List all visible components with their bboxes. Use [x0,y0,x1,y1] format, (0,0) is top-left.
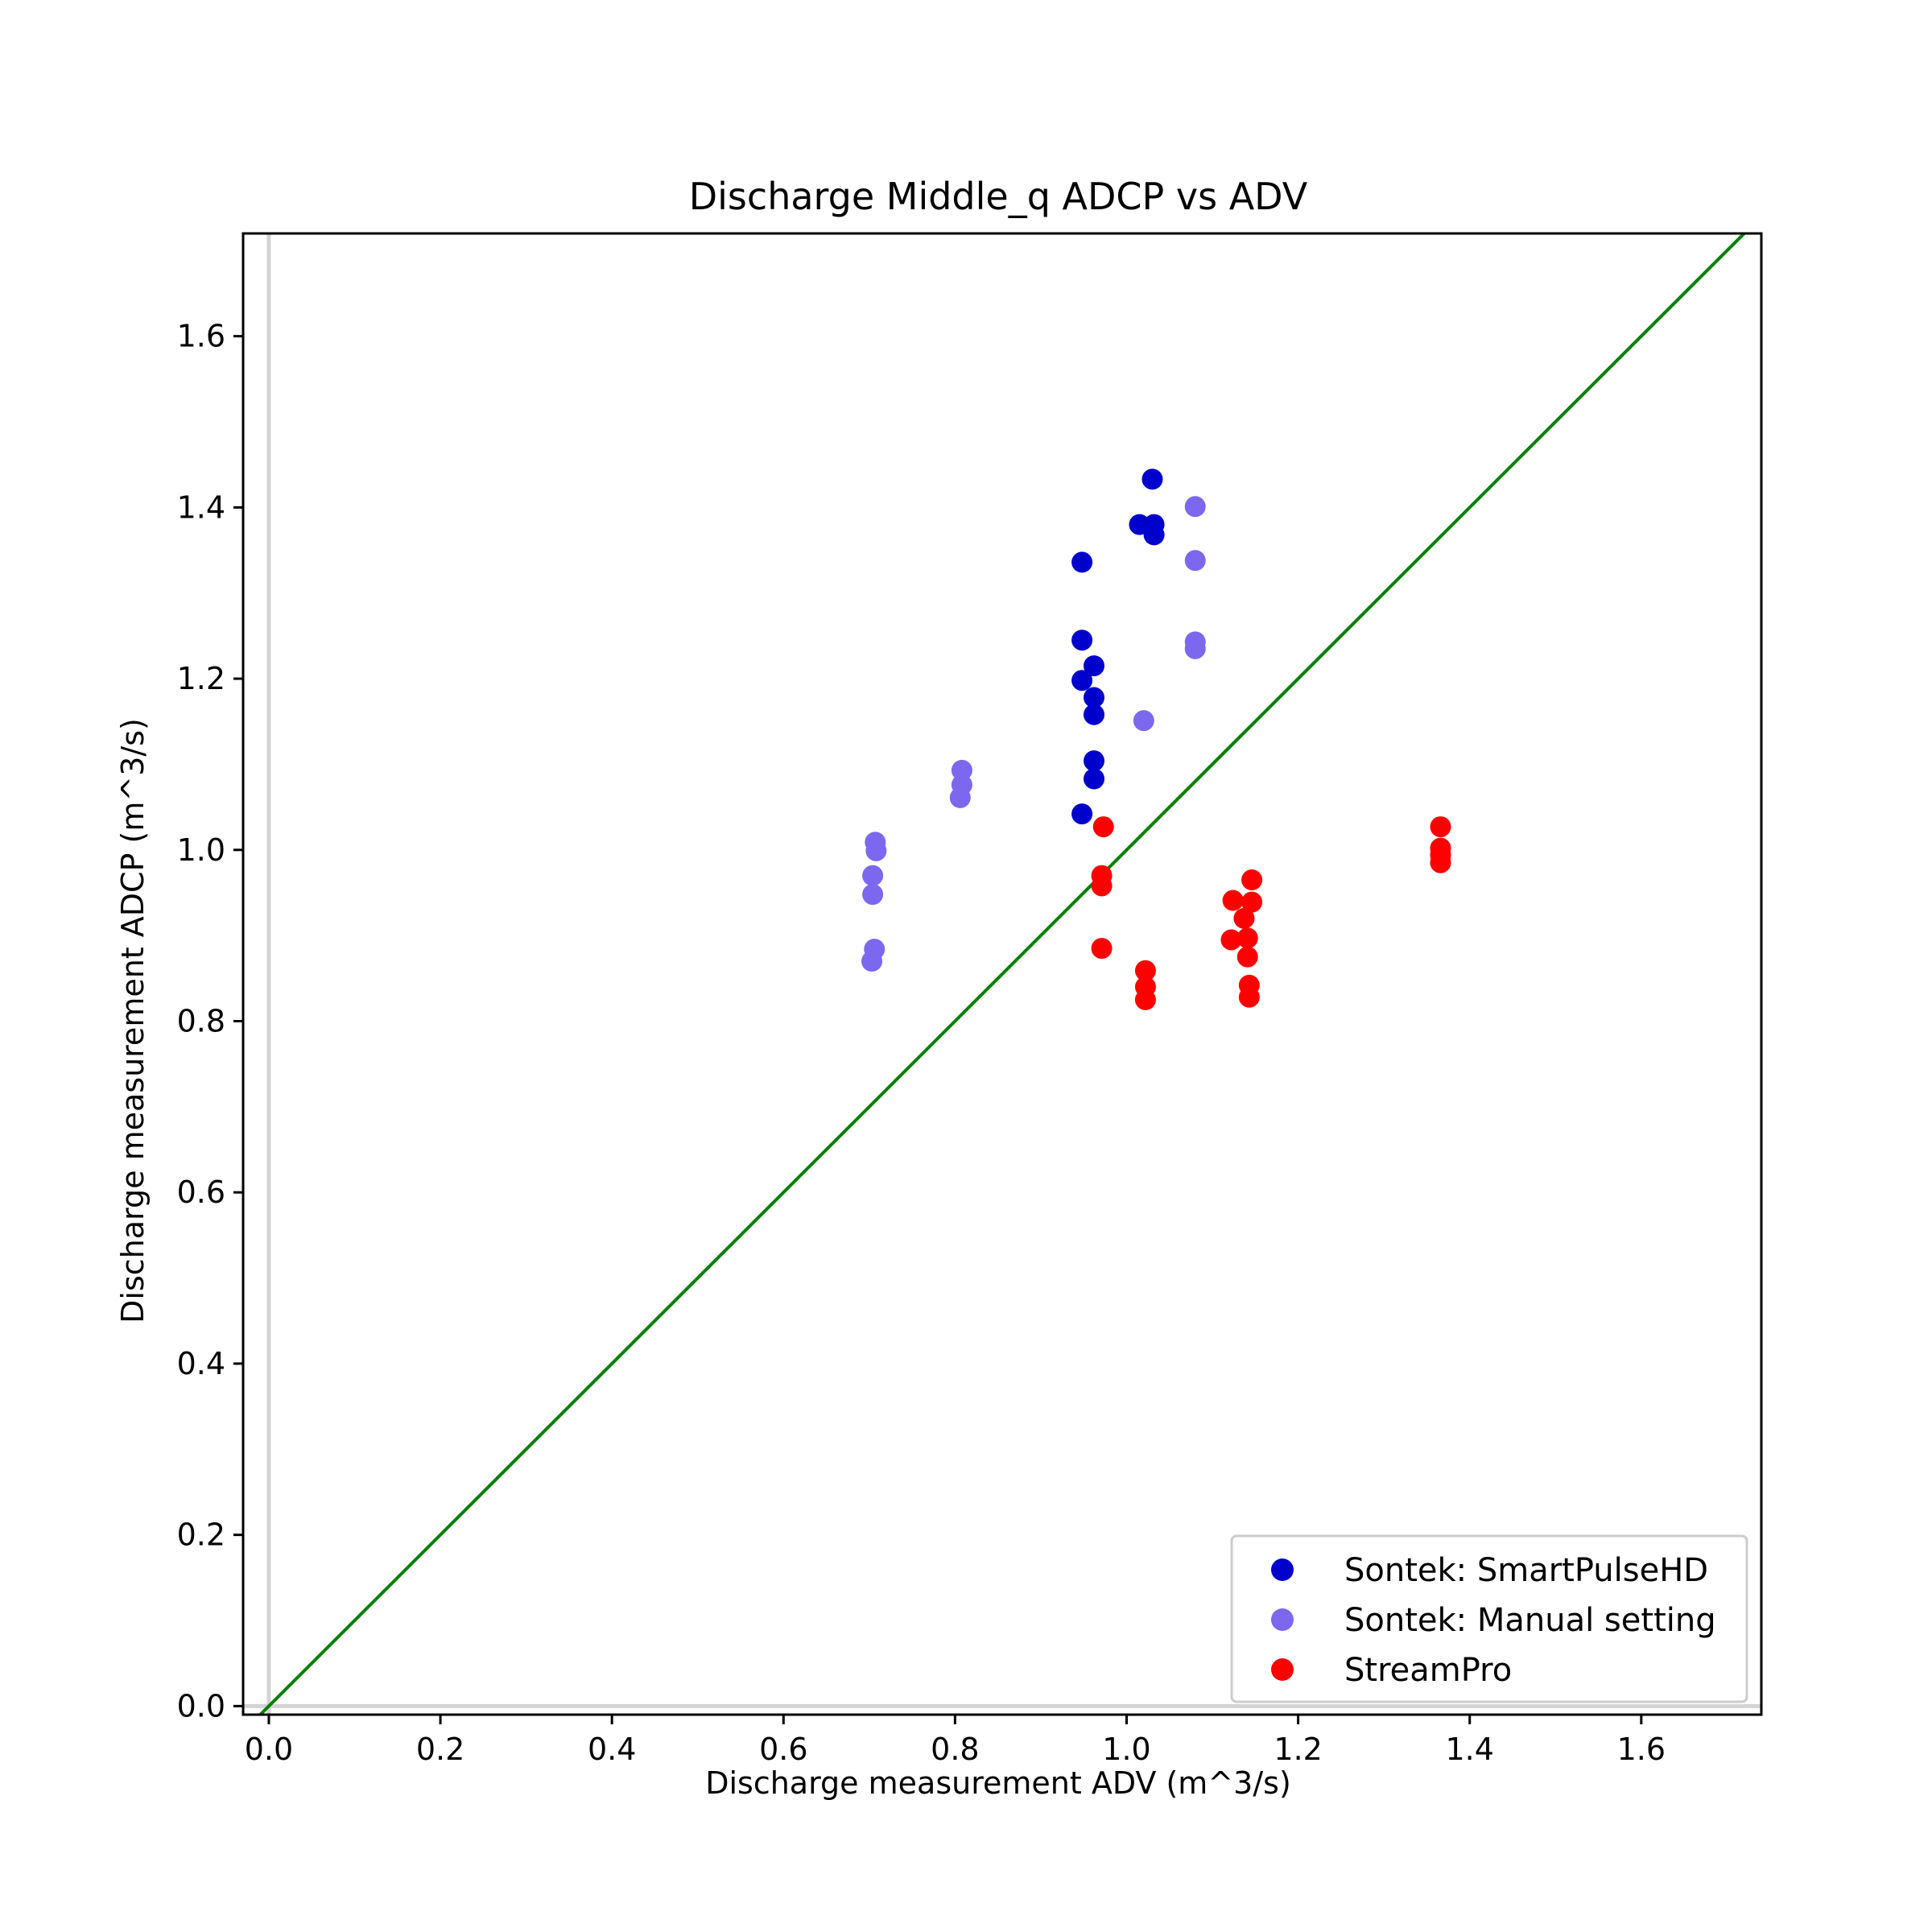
data-point [1133,710,1154,732]
data-point [1184,496,1206,518]
data-point [1143,524,1165,546]
y-tick-label: 1.4 [177,489,225,525]
y-axis-label: Discharge measurement ADCP (m^3/s) [115,718,151,1323]
data-point [1084,687,1105,708]
legend-label: Sontek: SmartPulseHD [1344,1552,1708,1589]
plot-area [242,232,1763,1716]
y-tick-label: 0.6 [177,1174,225,1210]
y-tick-label: 1.6 [177,319,225,354]
data-point [1184,638,1206,659]
identity-line [258,233,1747,1715]
data-point [1222,890,1244,911]
plot-frame [242,232,1763,1716]
legend: Sontek: SmartPulseHD Sontek: Manual setti… [1230,1534,1748,1703]
data-point [865,840,887,861]
y-tick-label: 1.2 [177,661,225,696]
data-point [951,759,972,781]
y-axis-ticks: 0.0 0.2 0.4 0.6 0.8 1.0 1.2 1.4 1.6 [177,319,243,1724]
x-tick-label: 0.6 [759,1732,807,1767]
x-tick-label: 0.2 [416,1732,464,1767]
x-tick-label: 1.4 [1445,1732,1493,1767]
x-tick-label: 1.6 [1617,1732,1666,1767]
data-point [1091,875,1113,897]
x-tick-label: 0.4 [588,1732,636,1767]
plot-inner [243,233,1761,1715]
data-point [1071,803,1093,825]
data-point [949,786,971,808]
data-point [1071,630,1093,651]
data-point [861,951,883,972]
data-point [1238,986,1260,1008]
x-tick-label: 0.0 [245,1732,293,1767]
data-point [1236,946,1258,968]
x-tick-label: 0.8 [931,1732,979,1767]
data-point [1430,816,1451,838]
series-2 [861,496,1206,972]
data-point [1084,704,1105,725]
legend-box [1230,1534,1748,1703]
y-tick-label: 1.0 [177,832,225,868]
series-1 [1071,469,1165,825]
data-point [1220,929,1242,951]
x-tick-label: 1.2 [1274,1732,1322,1767]
legend-marker [1271,1658,1294,1681]
data-point [1071,670,1093,691]
legend-label: Sontek: Manual setting [1344,1602,1716,1639]
y-tick-label: 0.4 [177,1346,225,1381]
data-point [862,865,884,886]
data-point [862,884,884,906]
data-point [1241,891,1263,913]
x-axis-ticks: 0.0 0.2 0.4 0.6 0.8 1.0 1.2 1.4 1.6 [245,1715,1666,1767]
chart-title: Discharge Middle_q ADCP vs ADV [689,175,1308,218]
data-point [1084,655,1105,677]
data-point [1071,551,1093,573]
data-point [1141,469,1163,490]
data-point [1084,750,1105,772]
x-axis-label: Discharge measurement ADV (m^3/s) [705,1765,1291,1801]
data-point [1236,927,1258,949]
y-tick-label: 0.2 [177,1517,225,1553]
data-point [1134,989,1156,1010]
y-tick-label: 0.0 [177,1688,225,1724]
data-point [1241,869,1263,891]
data-point [1092,816,1114,838]
legend-marker [1271,1558,1294,1581]
data-point [1233,907,1255,929]
data-point [1091,938,1113,960]
data-point [1084,768,1105,790]
y-tick-label: 0.8 [177,1003,225,1038]
x-tick-label: 1.0 [1102,1732,1150,1767]
data-point [1184,550,1206,572]
data-point [1129,514,1150,535]
series-3 [1091,816,1451,1010]
legend-marker [1271,1608,1294,1631]
data-point [1430,852,1451,873]
data-point [1134,960,1156,981]
legend-label: StreamPro [1344,1652,1512,1689]
